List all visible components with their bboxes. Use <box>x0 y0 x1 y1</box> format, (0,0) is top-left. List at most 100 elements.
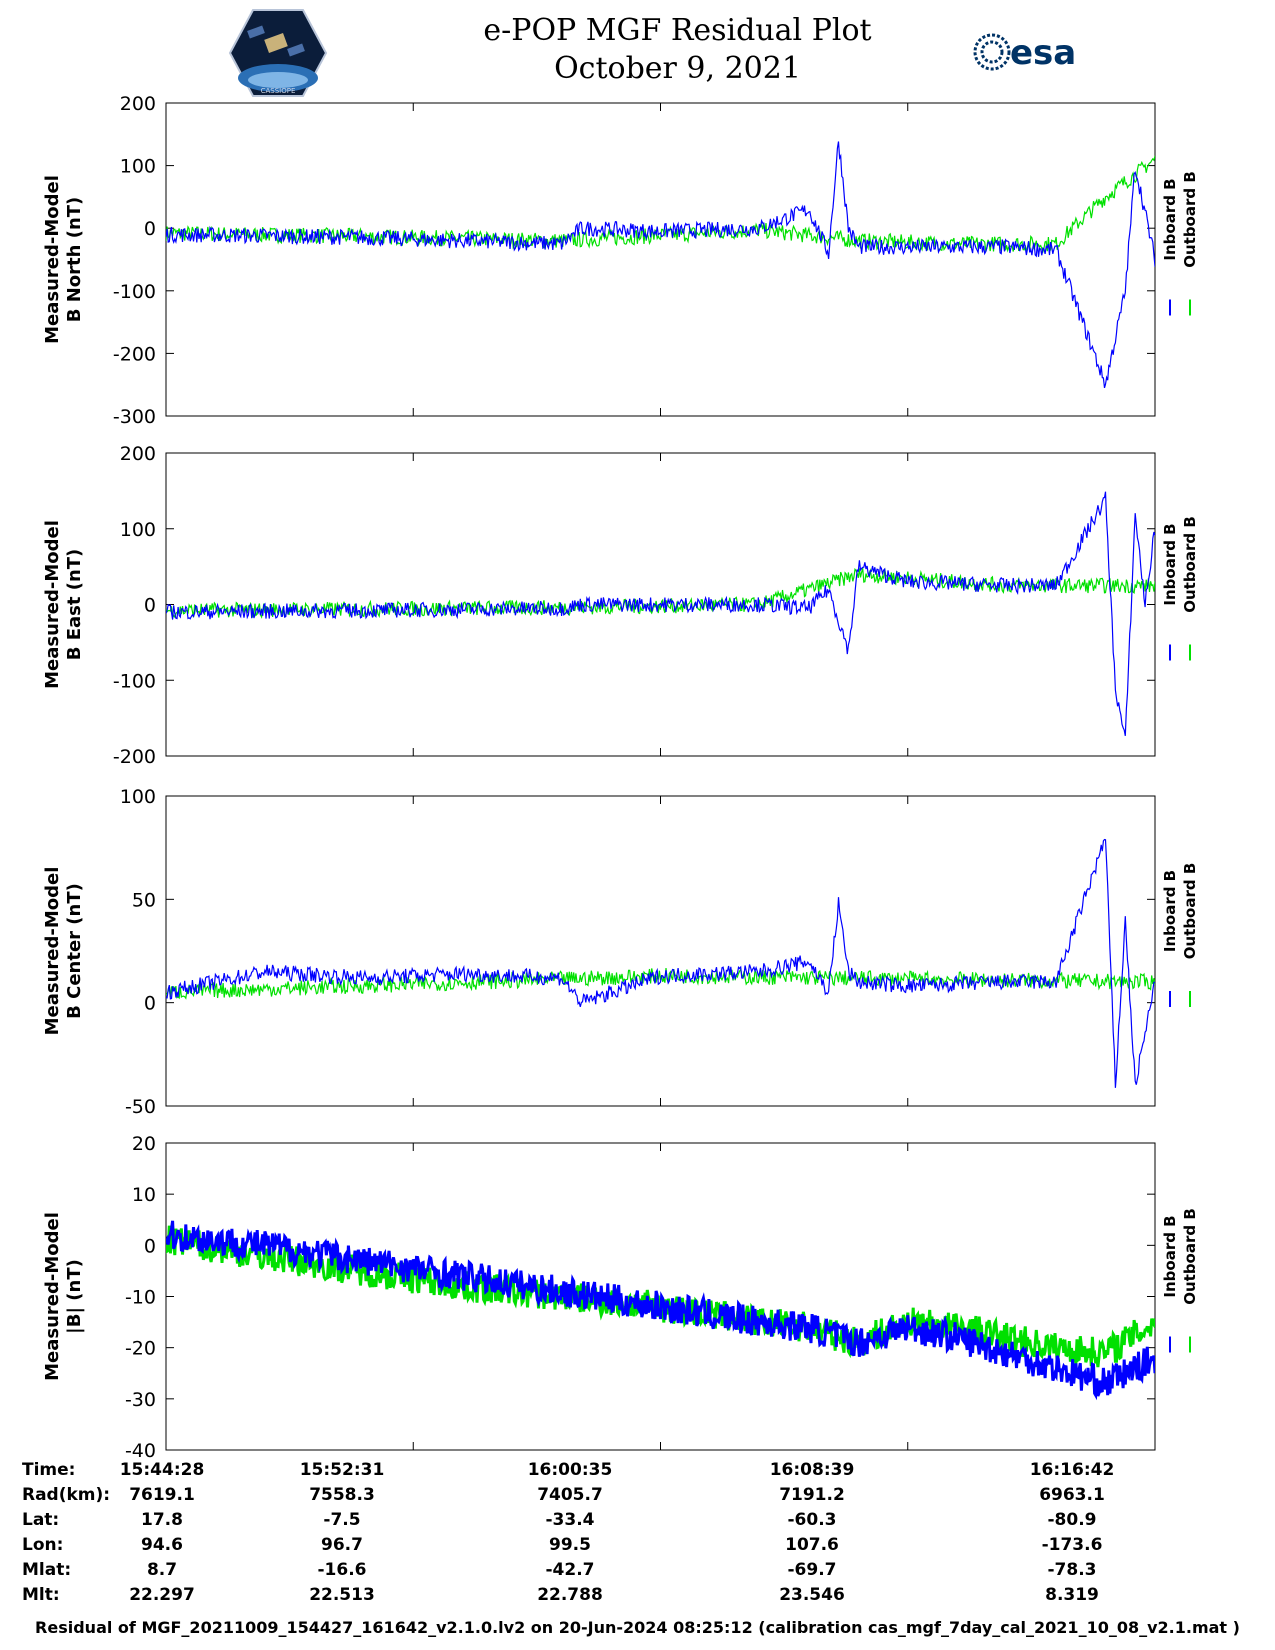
info-row-value: -78.3 <box>1047 1560 1097 1580</box>
info-row-value: -60.3 <box>787 1510 837 1530</box>
info-row-value: 107.6 <box>785 1535 839 1555</box>
legend-label: Outboard B <box>1181 1208 1199 1305</box>
info-row-value: 8.319 <box>1045 1585 1099 1605</box>
info-row-value: 7191.2 <box>779 1485 845 1505</box>
chart-panel-1: 200 100 0 -100 -200 -300 Measured-Model B North… <box>42 93 1199 428</box>
y-axis-label: Measured-Model <box>42 520 63 689</box>
series-line-inboard-b <box>166 838 1155 1088</box>
info-row-label: Mlt: <box>22 1585 60 1605</box>
info-row-label: Lat: <box>22 1510 60 1530</box>
cassiope-logo-text: CASSIOPE <box>261 87 296 95</box>
info-row-value: -42.7 <box>545 1560 595 1580</box>
y-tick-label: 0 <box>144 595 156 617</box>
info-row-label: Time: <box>22 1460 76 1480</box>
title-block: e-POP MGF Residual Plot October 9, 2021 <box>0 12 1275 88</box>
info-row: Lat: 17.8 -7.5 -33.4 -60.3 -80.9 <box>22 1510 1252 1535</box>
legend-label: Inboard B <box>1161 178 1179 260</box>
info-row: Lon: 94.6 96.7 99.5 107.6 -173.6 <box>22 1535 1252 1560</box>
info-row-value: 96.7 <box>321 1535 363 1555</box>
chart-panel-4: 20 10 0 -10 -20 -30 -40 Measured-Model |B| (nT) I… <box>42 1133 1199 1462</box>
y-tick-label: -200 <box>113 746 156 768</box>
info-row-value: -16.6 <box>317 1560 367 1580</box>
info-row-value: 7405.7 <box>537 1485 603 1505</box>
y-tick-label: -200 <box>113 343 156 365</box>
info-row-value: -7.5 <box>323 1510 361 1530</box>
info-row: Time: 15:44:28 15:52:31 16:00:35 16:08:39 16:… <box>22 1460 1252 1485</box>
info-row: Rad(km): 7619.1 7558.3 7405.7 7191.2 6963.1 <box>22 1485 1252 1510</box>
y-tick-label: -50 <box>125 1096 156 1118</box>
legend-label: Outboard B <box>1181 171 1199 268</box>
esa-logo-icon: esa <box>973 33 1076 73</box>
series-line-inboard-b <box>166 1220 1155 1401</box>
cassiope-satellite-logo-icon: CASSIOPE <box>228 9 328 97</box>
plot-frame <box>165 795 1156 1107</box>
y-tick-label: -30 <box>125 1389 156 1411</box>
info-row-value: -33.4 <box>545 1510 595 1530</box>
info-row-value: 15:52:31 <box>299 1460 385 1480</box>
series-line-outboard-b <box>166 155 1155 254</box>
y-tick-label: -100 <box>113 281 156 303</box>
info-row-label: Lon: <box>22 1535 64 1555</box>
legend-label: Inboard B <box>1161 523 1179 605</box>
y-tick-label: -10 <box>125 1287 156 1309</box>
info-row-value: -69.7 <box>787 1560 837 1580</box>
legend-label: Inboard B <box>1161 1215 1179 1297</box>
info-row-value: 15:44:28 <box>119 1460 205 1480</box>
y-tick-label: 0 <box>144 993 156 1015</box>
legend-label: Outboard B <box>1181 516 1199 613</box>
chart-panel-3: 100 50 0 -50 Measured-Model B Center (nT) Inbo… <box>42 786 1199 1118</box>
info-row-value: 8.7 <box>146 1560 178 1580</box>
info-row-value: 22.297 <box>129 1585 195 1605</box>
info-row-value: -80.9 <box>1047 1510 1097 1530</box>
orbit-info-table: Time: 15:44:28 15:52:31 16:00:35 16:08:39 16:… <box>22 1460 1252 1610</box>
y-axis-label: Measured-Model <box>42 175 63 344</box>
info-row-value: 16:00:35 <box>527 1460 613 1480</box>
info-row: Mlt: 22.297 22.513 22.788 23.546 8.319 <box>22 1585 1252 1610</box>
y-axis-label: B North (nT) <box>64 197 85 323</box>
info-row-value: 22.788 <box>537 1585 603 1605</box>
y-tick-label: 20 <box>132 1133 156 1155</box>
info-row: Mlat: 8.7 -16.6 -42.7 -69.7 -78.3 <box>22 1560 1252 1585</box>
info-row-value: 94.6 <box>141 1535 183 1555</box>
info-row-value: 99.5 <box>549 1535 591 1555</box>
y-tick-label: 100 <box>120 156 156 178</box>
y-axis-label: Measured-Model <box>42 1212 63 1381</box>
info-row-label: Mlat: <box>22 1560 72 1580</box>
y-tick-label: 50 <box>132 889 156 911</box>
plot-frame <box>165 102 1156 417</box>
series-line-inboard-b <box>166 491 1155 737</box>
y-tick-label: -40 <box>125 1440 156 1462</box>
chart-panel-2: 200 100 0 -100 -200 Measured-Model B East (nT)… <box>42 443 1199 768</box>
legend-label: Inboard B <box>1161 870 1179 952</box>
y-tick-label: 200 <box>120 93 156 115</box>
y-axis-label: |B| (nT) <box>64 1259 85 1334</box>
y-tick-label: 200 <box>120 443 156 465</box>
y-tick-label: 0 <box>144 218 156 240</box>
y-tick-label: 100 <box>120 786 156 808</box>
info-row-value: 22.513 <box>309 1585 375 1605</box>
y-tick-label: -100 <box>113 670 156 692</box>
y-tick-label: 10 <box>132 1184 156 1206</box>
info-row-value: 16:16:42 <box>1029 1460 1115 1480</box>
y-axis-label: B Center (nT) <box>64 883 85 1019</box>
info-row-value: 23.546 <box>779 1585 845 1605</box>
series-line-inboard-b <box>166 141 1155 389</box>
y-tick-label: 100 <box>120 519 156 541</box>
info-row-value: 6963.1 <box>1039 1485 1105 1505</box>
info-row-value: 17.8 <box>141 1510 183 1530</box>
info-row-value: -173.6 <box>1041 1535 1103 1555</box>
legend-label: Outboard B <box>1181 863 1199 960</box>
y-tick-label: -20 <box>125 1338 156 1360</box>
series-line-outboard-b <box>166 567 1155 621</box>
y-axis-label: B East (nT) <box>64 549 85 661</box>
page-subtitle: October 9, 2021 <box>554 51 801 86</box>
y-tick-label: -300 <box>113 406 156 428</box>
info-row-value: 7619.1 <box>129 1485 195 1505</box>
y-tick-label: 0 <box>144 1235 156 1257</box>
page-title: e-POP MGF Residual Plot <box>483 13 872 48</box>
info-row-value: 7558.3 <box>309 1485 375 1505</box>
info-row-label: Rad(km): <box>22 1485 111 1505</box>
info-row-value: 16:08:39 <box>769 1460 855 1480</box>
y-axis-label: Measured-Model <box>42 867 63 1036</box>
